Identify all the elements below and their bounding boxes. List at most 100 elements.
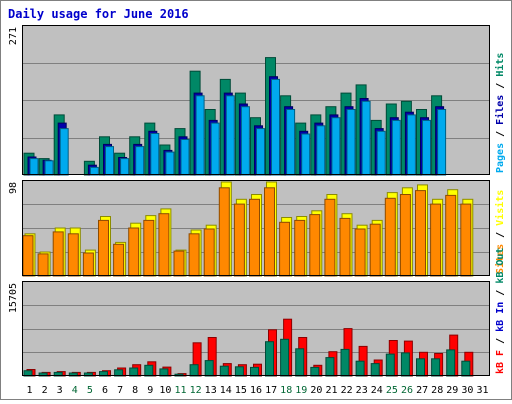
bar-pages [256, 128, 265, 176]
x-tick-label: 4 [72, 385, 78, 396]
bar-kb-out [310, 366, 320, 377]
bar-pages [165, 151, 175, 176]
bar-pages [391, 119, 401, 176]
legend-item-kb-f: kB F [495, 350, 506, 374]
x-tick-label: 15 [235, 385, 247, 396]
bar-kb-out [219, 365, 229, 377]
plot-border [22, 281, 490, 376]
bar-kb-out [461, 360, 471, 377]
bar-pages [286, 109, 296, 176]
bar-kb-out [159, 368, 169, 377]
x-tick-label: 14 [220, 385, 232, 396]
bar-sites [415, 190, 426, 277]
bar-pages [437, 109, 447, 176]
bar-kb-out [250, 366, 259, 377]
bar-sites [369, 223, 381, 277]
bar-sites [203, 228, 215, 277]
bar-pages [29, 158, 39, 176]
legend-item-kb-out: kB Out [495, 248, 506, 284]
x-tick-label: 29 [446, 385, 458, 396]
x-tick-label: 3 [57, 385, 63, 396]
legend-separator: / [495, 77, 506, 95]
bar-pages [44, 160, 54, 176]
y-max-label: 15705 [8, 283, 19, 313]
panel-visits_sites: 98 Sites / Visits [8, 180, 506, 277]
bar-kb-out [400, 352, 410, 377]
bar-sites [173, 250, 185, 277]
x-tick-label: 23 [356, 385, 368, 396]
bar-pages [135, 146, 145, 176]
bar-pages [180, 139, 190, 176]
legend-item-pages: Pages [495, 143, 506, 173]
bar-kb-out [446, 349, 456, 377]
legend-item-visits: Visits [494, 190, 506, 226]
bar-pages [376, 130, 386, 176]
bar-pages [59, 128, 69, 176]
x-tick-label: 9 [147, 385, 153, 396]
x-tick-label: 6 [102, 385, 108, 396]
bar-pages [225, 95, 235, 176]
bar-sites [294, 219, 306, 277]
bar-sites [339, 217, 351, 277]
bar-kb-out [431, 358, 441, 377]
bar-pages [105, 146, 114, 176]
bar-kb-out [340, 348, 350, 377]
legend-item-hits: Hits [494, 53, 506, 77]
x-tick-label: 8 [132, 385, 138, 396]
bar-kb-out [385, 353, 395, 377]
bar-sites [309, 214, 321, 277]
bar-sites [143, 219, 155, 277]
bar-pages [89, 166, 99, 176]
bar-pages [120, 158, 130, 176]
bar-pages [331, 117, 341, 176]
legend-separator: / [495, 332, 506, 350]
bar-sites [67, 233, 79, 277]
x-tick-label: 27 [416, 385, 428, 396]
legend-separator: / [495, 125, 506, 143]
legend-visits_sites: Sites / Visits [494, 190, 506, 274]
x-tick-label: 25 [386, 385, 398, 396]
bar-kb-out [234, 366, 244, 377]
bar-kb-out [129, 367, 139, 377]
legend-item-kb-in: kB In [495, 302, 506, 332]
bar-sites [324, 198, 336, 277]
bar-sites [264, 187, 275, 277]
legend-separator: / [495, 226, 506, 244]
bar-sites [52, 231, 64, 277]
bar-pages [406, 114, 416, 176]
legend-item-files: Files [494, 95, 506, 125]
legend-separator: / [495, 284, 506, 302]
bar-kb-out [144, 364, 154, 377]
legend-hits_files_pages: Pages / Files / Hits [494, 53, 506, 173]
x-tick-label: 2 [42, 385, 48, 396]
x-tick-label: 22 [341, 385, 353, 396]
y-max-label: 271 [8, 27, 19, 45]
bar-kb-out [189, 364, 199, 377]
bar-sites [249, 198, 260, 277]
x-tick-label: 1 [26, 385, 32, 396]
bar-pages [210, 122, 220, 176]
bar-sites [399, 194, 411, 277]
bar-sites [37, 253, 49, 277]
bar-sites [98, 219, 109, 277]
x-tick-label: 28 [431, 385, 443, 396]
bar-sites [430, 203, 442, 277]
bar-sites [158, 213, 170, 277]
panel-kbf_kbin_kbout: 15705 kB F / kB In / kB Out [8, 248, 506, 377]
x-tick-label: 11 [174, 385, 186, 396]
bar-pages [422, 119, 431, 176]
bar-sites [128, 227, 140, 277]
legend-item-sites: Sites [494, 244, 506, 274]
bar-sites [354, 228, 366, 277]
bar-kb-out [204, 360, 214, 377]
bar-sites [22, 235, 34, 277]
bar-sites [445, 194, 457, 277]
bar-pages [361, 100, 371, 176]
x-tick-label: 19 [295, 385, 307, 396]
x-tick-label: 31 [476, 385, 488, 396]
bar-sites [218, 187, 230, 277]
plot-border [22, 25, 490, 175]
x-tick-label: 24 [371, 385, 383, 396]
